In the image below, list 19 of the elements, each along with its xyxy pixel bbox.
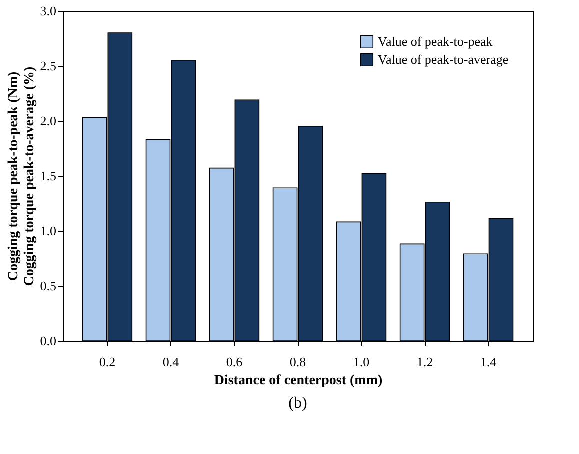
legend-label: Value of peak-to-peak (378, 34, 494, 49)
y-tick-label: 1.5 (40, 168, 56, 184)
x-tick-label: 1.4 (480, 354, 498, 370)
legend-label: Value of peak-to-average (378, 52, 509, 67)
x-tick-label: 1.2 (416, 354, 434, 370)
text: (b) (288, 395, 308, 412)
y-tick-label: 1.0 (40, 224, 56, 238)
y-tick-label: 2.5 (40, 58, 56, 74)
y-tick-label: 0.5 (40, 278, 56, 294)
y-tick-label: 0.0 (40, 334, 56, 348)
x-tick-label: 0.6 (226, 354, 244, 370)
x-tick-label: 0.8 (290, 354, 306, 370)
x-tick-label: 1.0 (353, 354, 370, 370)
x-tick-label: 0.4 (162, 354, 180, 370)
x-axis-title: Distance of centerpost (mm) (214, 374, 383, 388)
y-axis-title: Cogging torque peak-to-peak (Nm) Cogging torque peak-to-average (%) (6, 66, 38, 286)
y-tick-label: 3.0 (40, 4, 56, 18)
y-tick-label: 2.0 (40, 114, 56, 128)
x-tick-label: 0.2 (99, 354, 116, 370)
